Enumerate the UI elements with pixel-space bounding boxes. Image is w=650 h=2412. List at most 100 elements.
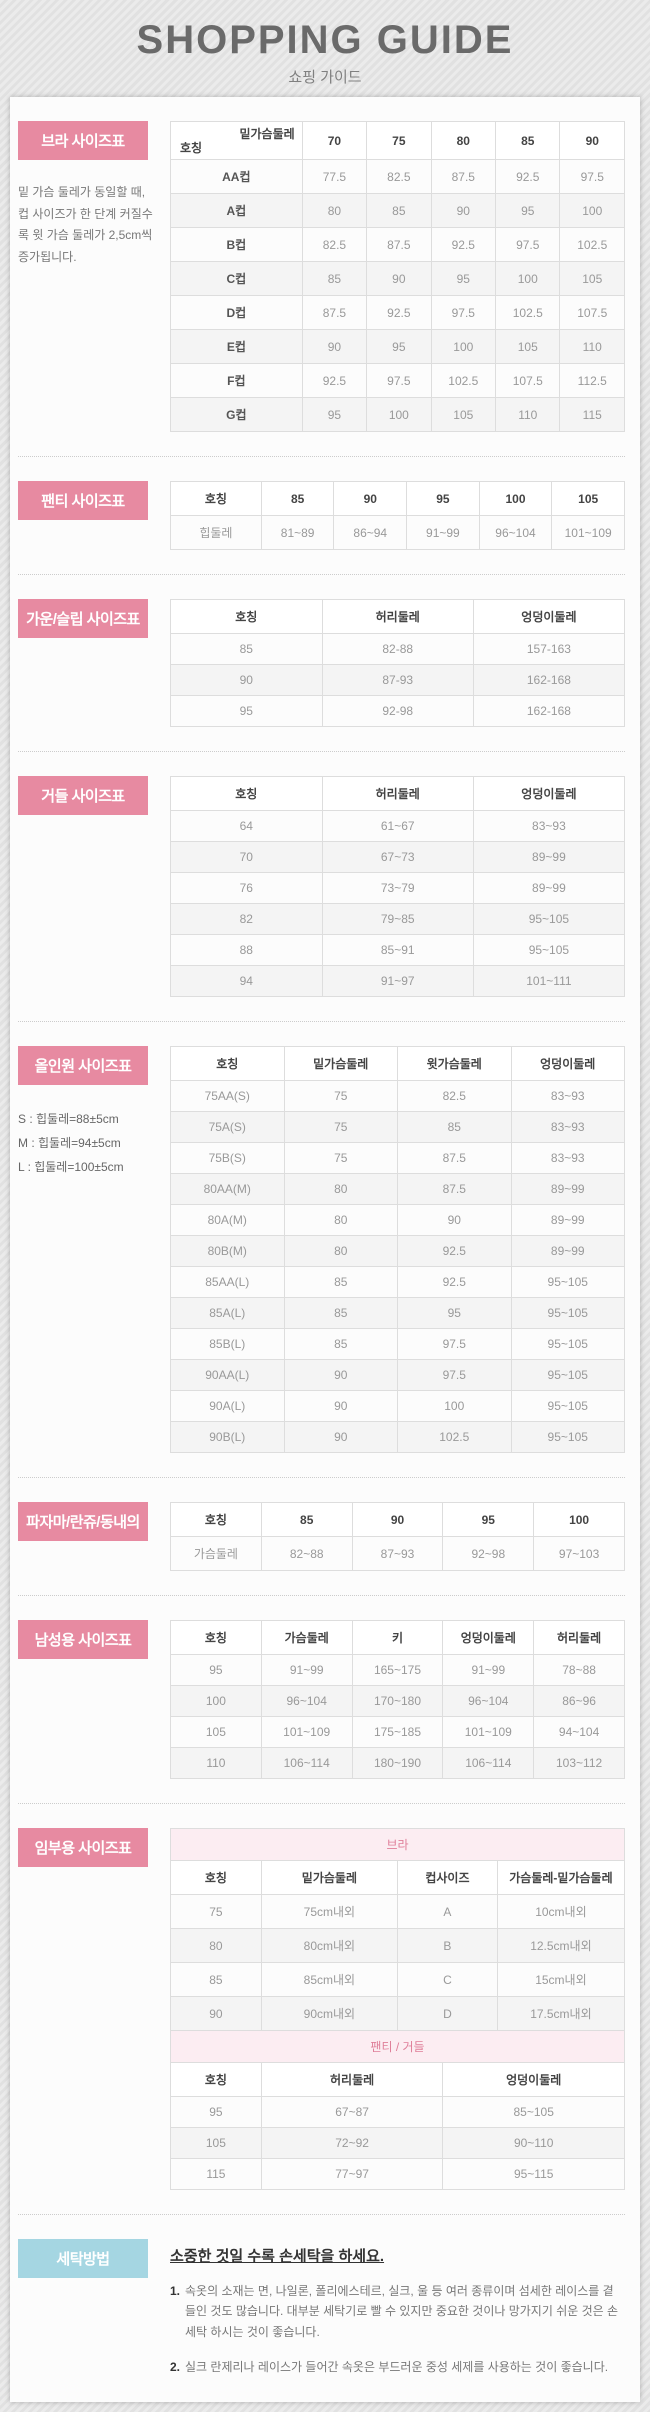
table-cell: 92.5 [397,1266,512,1298]
table-cell: 83~93 [510,1111,625,1143]
washing-content: 소중한 것일 수록 손세탁을 하세요. 1. 속옷의 소재는 면, 나일론, 폴… [170,2239,625,2378]
table-cell: 75 [283,1080,398,1112]
table-header-cell: 호칭 [170,2062,262,2097]
table-cell: 95 [170,2096,262,2128]
bra-note: 밑 가슴 둘레가 동일할 때, 컵 사이즈가 한 단계 커질수록 윗 가슴 둘레… [18,185,153,264]
table-row: 90B(L) 90 102.5 95~105 [170,1421,625,1453]
table-row: 85B(L) 85 97.5 95~105 [170,1328,625,1360]
pajama-content: 호칭 85 90 95 100 가슴둘레 82~88 87~93 92~98 97~103 [170,1502,625,1571]
table-cell: 75cm내외 [260,1894,398,1929]
washing-side-column: 세탁방법 [18,2239,170,2378]
table-cell: 95~105 [510,1421,625,1453]
table-cell: D [396,1996,498,2031]
table-cell: 90B(L) [170,1421,285,1453]
table-cell: 97.5 [366,363,432,398]
section-label-gown-slip: 가운/슬립 사이즈표 [18,599,148,638]
table-cell: 95~105 [510,1297,625,1329]
table-header-cell: 호칭 [170,1046,285,1081]
table-cell: B컵 [170,227,303,262]
table-cell: 96~104 [478,515,553,550]
table-cell: 95~105 [510,1390,625,1422]
table-row: B컵 82.5 87.5 92.5 97.5 102.5 [170,227,625,262]
table-row: 82 79~85 95~105 [170,903,626,935]
table-header-row: 밑가슴둘레 호칭 70 75 80 85 90 [170,121,625,160]
table-row: 105 72~92 90~110 [170,2127,625,2159]
table-row: 100 96~104 170~180 96~104 86~96 [170,1685,625,1717]
washing-item-2-text: 실크 란제리나 레이스가 들어간 속옷은 부드러운 중성 세제를 사용하는 것이… [185,2360,609,2375]
table-row: 95 92-98 162-168 [170,695,626,727]
section-pajama: 파자마/란쥬/동내의 호칭 85 90 95 100 가슴둘레 82~88 87~93 92~… [18,1477,625,1595]
maternity-panty-girdle-table: 호칭 허리둘레 엉덩이둘레 95 67~87 85~105 105 72~92 90~110 1… [170,2062,625,2190]
table-cell: 85 [170,1962,262,1997]
table-header-row: 호칭 85 90 95 100 105 [170,481,625,516]
mens-table-body: 95 91~99 165~175 91~99 78~88 100 96~104 170~180… [170,1654,625,1779]
washing-title: 소중한 것일 수록 손세탁을 하세요. [170,2248,385,2265]
section-label-all-in-one: 올인원 사이즈표 [18,1046,148,1085]
table-cell: 97.5 [397,1359,512,1391]
table-row: E컵 90 95 100 105 110 [170,329,625,364]
table-cell: 75AA(S) [170,1080,285,1112]
table-header-cell: 70 [301,121,368,160]
table-cell: 82 [170,903,323,935]
table-cell: 85AA(L) [170,1266,285,1298]
all-in-one-size-table: 호칭 밑가슴둘레 윗가슴둘레 엉덩이둘레 75AA(S) 75 82.5 83~93 75A(… [170,1046,625,1453]
section-all-in-one: 올인원 사이즈표 S : 힙둘레=88±5cm M : 힙둘레=94±5cm L :… [18,1021,625,1477]
table-row: 76 73~79 89~99 [170,872,626,904]
table-header-row: 호칭 가슴둘레 키 엉덩이둘레 허리둘레 [170,1620,625,1655]
table-cell: 90 [283,1359,398,1391]
table-cell: 92~98 [442,1536,535,1571]
size-note: M : 힙둘레=94±5cm [18,1136,121,1150]
table-header-cell: 윗가슴둘레 [397,1046,512,1081]
table-row: AA컵 77.5 82.5 87.5 92.5 97.5 [170,159,625,194]
table-row: D컵 87.5 92.5 97.5 102.5 107.5 [170,295,625,330]
table-cell: 75B(S) [170,1142,285,1174]
table-cell: 88 [170,934,323,966]
table-cell: 67~73 [321,841,474,873]
table-cell: 12.5cm내외 [496,1928,626,1963]
corner-top-label: 밑가슴둘레 [239,127,295,141]
washing-item-2-number: 2. [170,2360,181,2375]
table-cell: 80B(M) [170,1235,285,1267]
table-cell: 82~88 [260,1536,353,1571]
table-row: 75A(S) 75 85 83~93 [170,1111,625,1143]
table-header-cell: 컵사이즈 [396,1860,498,1895]
table-cell: 81~89 [260,515,335,550]
table-cell: AA컵 [170,159,303,194]
mens-content: 호칭 가슴둘레 키 엉덩이둘레 허리둘레 95 91~99 165~175 91~99 78~8… [170,1620,625,1779]
maternity-content: 브라 호칭 밑가슴둘레 컵사이즈 가슴둘레-밑가슴둘레 75 75cm내외 A 10cm내외… [170,1828,626,2190]
table-header-cell: 엉덩이둘레 [442,1620,535,1655]
table-cell: 90 [301,329,368,364]
table-cell: 80 [283,1173,398,1205]
maternity-bra-table-body: 75 75cm내외 A 10cm내외 80 80cm내외 B 12.5cm내외 85 85cm내외… [170,1894,626,2031]
table-cell: 100 [495,261,561,296]
bra-table-body: AA컵 77.5 82.5 87.5 92.5 97.5 A컵 80 85 90 95 100 B컵 82… [170,159,625,432]
maternity-panty-girdle-table-body: 95 67~87 85~105 105 72~92 90~110 115 77~97 95~11… [170,2096,625,2190]
table-cell: 105 [495,329,561,364]
table-cell: 90 [283,1421,398,1453]
page-header: SHOPPING GUIDE 쇼핑 가이드 [0,0,650,97]
table-cell: 95 [430,261,497,296]
table-cell: 110 [170,1747,262,1779]
table-cell: 89~99 [510,1204,625,1236]
table-header-cell: 엉덩이둘레 [472,599,626,634]
table-cell: 83~93 [510,1142,625,1174]
maternity-band-panty-girdle: 팬티 / 거들 [170,2031,625,2062]
table-cell: 95~105 [510,1328,625,1360]
table-cell: 89~99 [472,841,626,873]
gown-table-body: 85 82-88 157-163 90 87-93 162-168 95 92-98 162-1… [170,633,626,727]
table-row: G컵 95 100 105 110 115 [170,397,625,432]
table-header-row: 호칭 85 90 95 100 [170,1502,625,1537]
table-cell: 가슴둘레 [170,1536,262,1571]
table-header-cell: 95 [442,1502,535,1537]
table-cell: 91~99 [442,1654,535,1686]
table-header-cell: 호칭 [170,599,323,634]
table-row: 115 77~97 95~115 [170,2158,625,2190]
table-cell: 82.5 [301,227,368,262]
table-cell: 97.5 [495,227,561,262]
table-cell: 92.5 [301,363,368,398]
section-panty: 팬티 사이즈표 호칭 85 90 95 100 105 힙둘레 81~89 86~94 91~9… [18,456,625,574]
table-header-cell: 가슴둘레 [260,1620,353,1655]
table-header-cell: 엉덩이둘레 [472,776,626,811]
table-cell: 115 [170,2158,262,2190]
table-cell: 83~93 [510,1080,625,1112]
